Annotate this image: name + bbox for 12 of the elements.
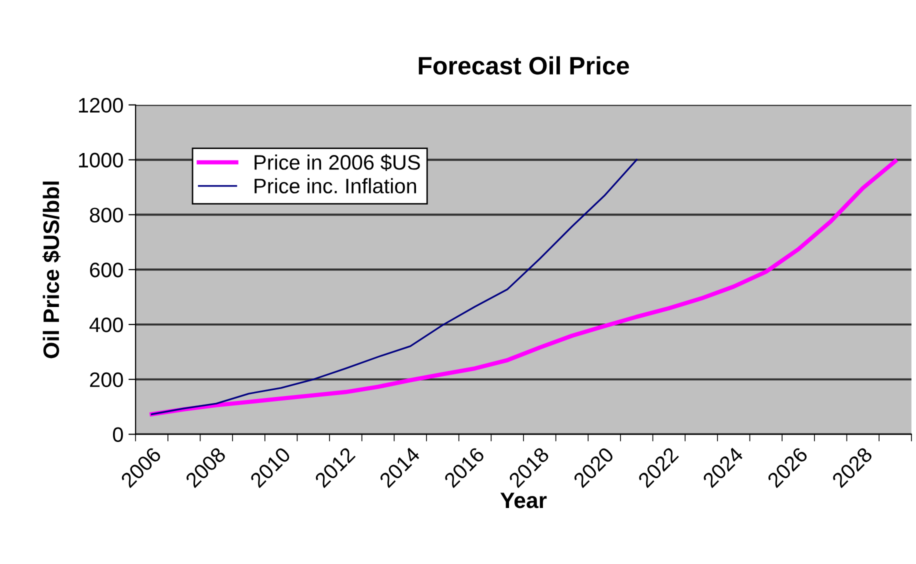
legend-label: Price in 2006 $US <box>254 154 420 172</box>
y-tick-label: 800 <box>90 208 123 222</box>
y-tick-label: 1200 <box>79 98 123 113</box>
y-tick-label: 400 <box>89 317 123 332</box>
y-axis-title: Oil Price $US/bbl <box>42 182 61 358</box>
legend-label: Price inc. Inflation <box>254 178 416 194</box>
y-tick-label: 600 <box>90 262 123 278</box>
y-tick-label: 200 <box>90 372 123 388</box>
chart-title: Forecast Oil Price <box>418 56 629 75</box>
y-tick-label: 0 <box>112 427 123 442</box>
y-tick-label: 1000 <box>79 152 123 168</box>
x-axis-title: Year <box>500 492 547 508</box>
